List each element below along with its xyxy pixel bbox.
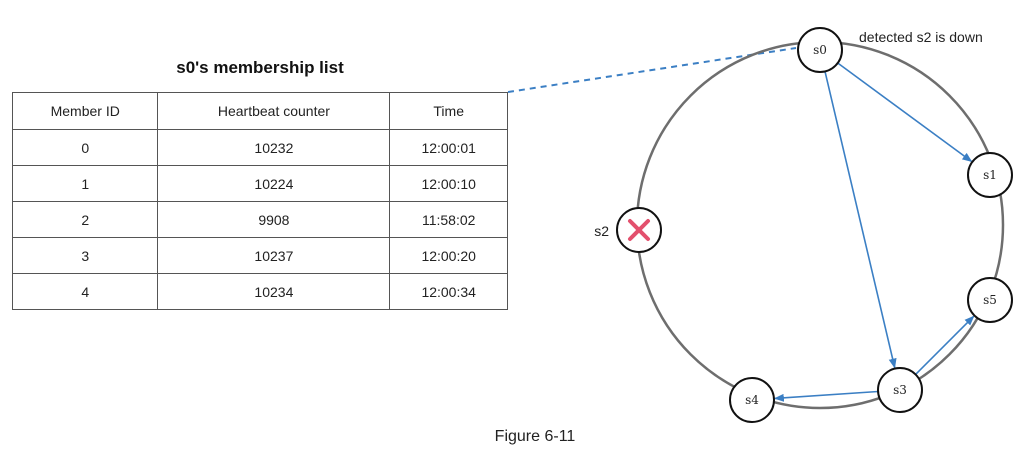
header-member-id: Member ID [11,92,159,130]
heartbeat-cell: 10232 [157,129,391,166]
node-s0: s0 [797,27,843,73]
node-s2: s2 [594,207,662,253]
node-s0-label: s0 [813,43,827,57]
down-x-icon [628,219,650,241]
time-cell: 12:00:34 [389,273,508,310]
time-cell: 12:00:01 [389,129,508,166]
detection-annotation: detected s2 is down [859,29,983,45]
time-cell-stale: 11:58:02 [389,201,508,238]
table-header-row: Member ID Heartbeat counter Time [11,92,508,130]
table-row: 0 10232 12:00:01 [11,129,508,166]
node-ring [635,40,1005,410]
edge-s0-s3 [824,71,897,369]
member-id-cell: 0 [11,129,159,166]
member-id-cell: 3 [11,237,159,274]
table-to-s0-connector [507,47,797,93]
node-s4-label: s4 [745,393,759,407]
member-id-cell: 4 [11,273,159,310]
header-heartbeat-counter: Heartbeat counter [157,92,391,130]
header-time: Time [389,92,508,130]
edge-s3-s5 [915,315,975,375]
membership-table: Member ID Heartbeat counter Time 0 10232… [11,92,508,310]
table-row: 1 10224 12:00:10 [11,165,508,202]
table-row: 4 10234 12:00:34 [11,273,508,310]
node-s1-label: s1 [983,168,997,182]
node-s5: s5 [967,277,1013,323]
table-row-stale: 2 9908 11:58:02 [11,201,508,238]
member-id-cell: 1 [11,165,159,202]
heartbeat-cell: 10234 [157,273,391,310]
gossip-edges [773,62,975,402]
heartbeat-cell: 10237 [157,237,391,274]
heartbeat-cell: 10224 [157,165,391,202]
node-s5-label: s5 [983,293,997,307]
table-row: 3 10237 12:00:20 [11,237,508,274]
membership-list-title: s0's membership list [176,58,344,77]
node-s1: s1 [967,152,1013,198]
node-s3-label: s3 [893,383,907,397]
heartbeat-cell-stale: 9908 [157,201,391,238]
node-s2-label: s2 [594,223,609,239]
figure-caption: Figure 6-11 [494,428,576,445]
node-s4: s4 [729,377,775,423]
node-s3: s3 [877,367,923,413]
edge-s3-s4 [773,390,879,402]
edge-s0-s1 [837,62,973,163]
time-cell: 12:00:20 [389,237,508,274]
